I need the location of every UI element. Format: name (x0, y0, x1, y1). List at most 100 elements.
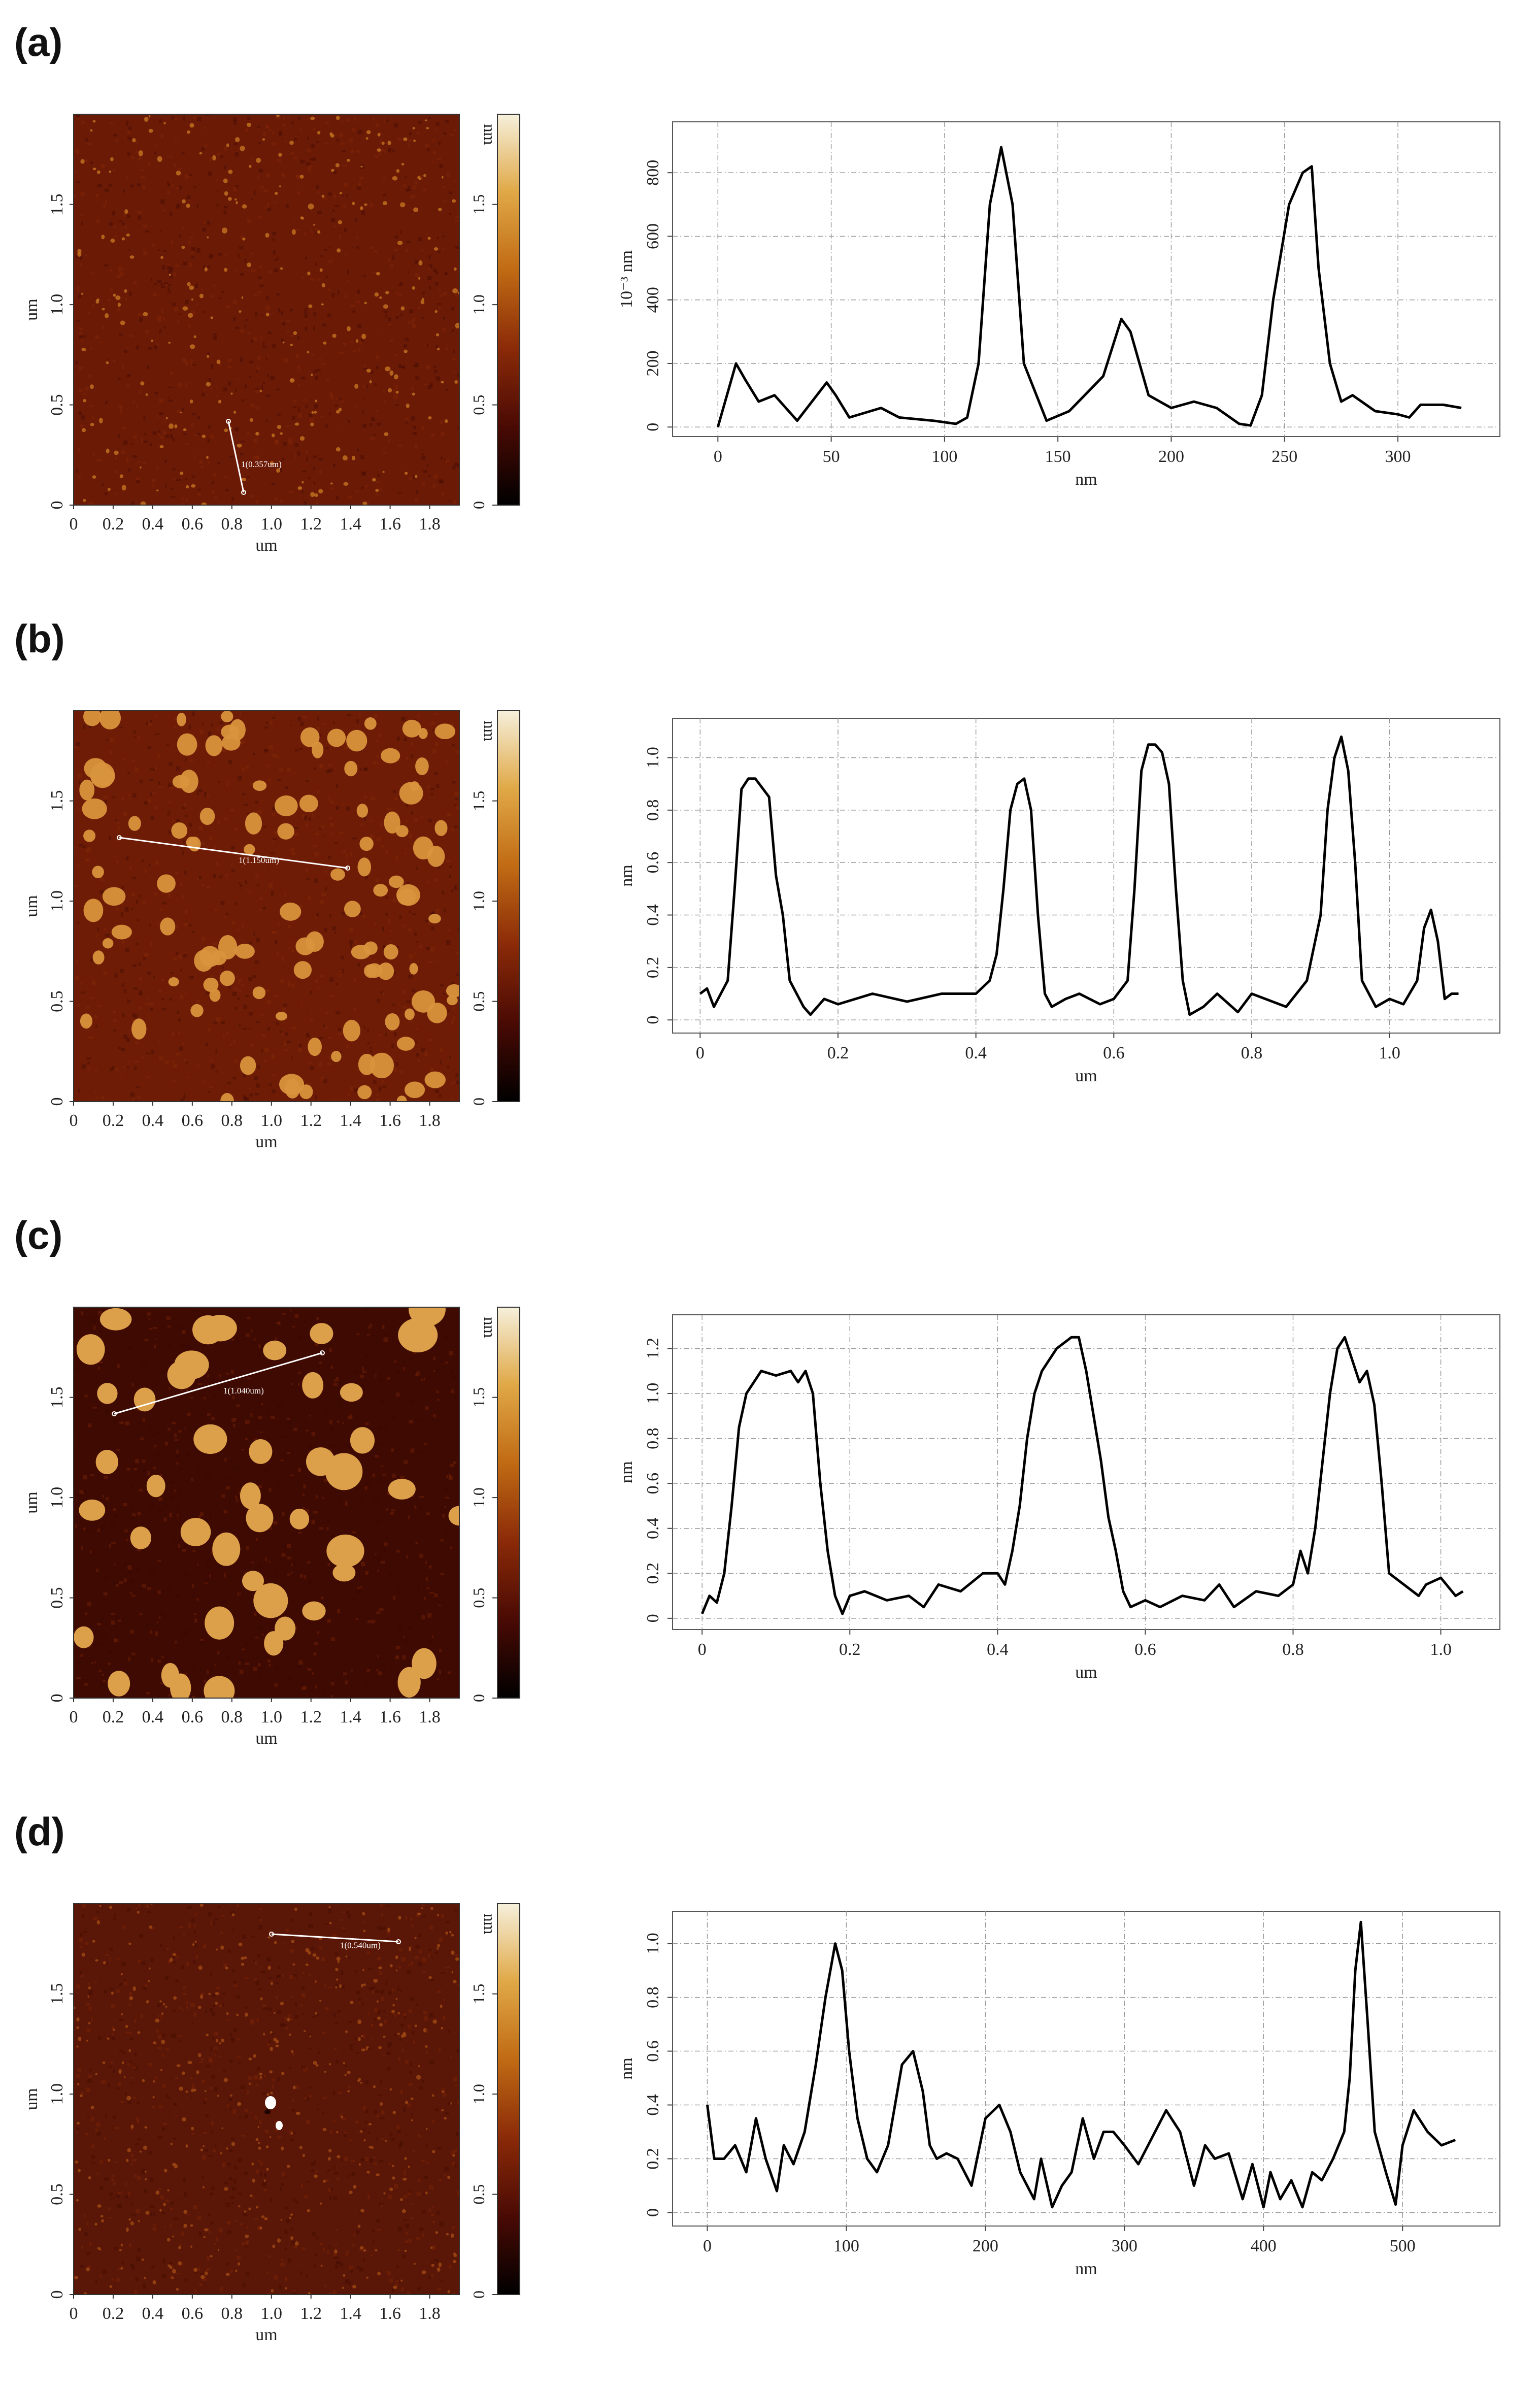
afm-x-tick: 1.6 (379, 1111, 401, 1130)
colorbar (497, 710, 520, 1102)
colorbar (497, 1307, 520, 1699)
y-tick-label: 1.0 (644, 747, 662, 769)
colorbar-tick: 0 (470, 1694, 488, 1702)
afm-y-tick: 1.5 (48, 193, 66, 215)
afm-x-label: um (255, 536, 277, 555)
afm-x-tick: 1.8 (419, 1708, 441, 1726)
x-axis-label: um (1075, 1067, 1097, 1085)
profile-line (227, 421, 245, 493)
afm-y-label: um (22, 298, 41, 320)
x-tick-label: 0 (703, 2237, 712, 2255)
profile-line-label: 1(1.040um) (223, 1386, 264, 1396)
colorbar-unit: nm (481, 124, 499, 145)
afm-x-tick: 0.6 (182, 515, 204, 534)
y-tick-label: 0.2 (644, 1563, 662, 1584)
profile-chart: 0 100 200 300 400 500 0 0.2 0.4 0.6 0.8 1.0 nm nm (617, 1911, 1500, 2278)
y-tick-label: 0.8 (644, 800, 662, 821)
plot-frame (672, 1314, 1500, 1630)
y-axis-label: nm (617, 865, 636, 886)
panel-label: (c) (14, 1213, 62, 1257)
profile-chart: 0 0.2 0.4 0.6 0.8 1.0 0 0.2 0.4 0.6 0.8 1.0 1.2 um nm (617, 1314, 1500, 1682)
afm-x-tick: 0.2 (103, 515, 124, 534)
colorbar-unit: nm (481, 1914, 499, 1935)
afm-x-tick: 0.2 (103, 2304, 124, 2323)
x-tick-label: 500 (1390, 2237, 1416, 2255)
y-tick-label: 1.0 (644, 1933, 662, 1954)
profile-line (114, 1352, 323, 1415)
y-tick-label: 0.8 (644, 1986, 662, 2008)
afm-y-tick: 0.5 (48, 990, 66, 1012)
afm-x-tick: 0 (70, 2304, 78, 2323)
afm-y-tick: 1.0 (48, 1487, 66, 1509)
afm-x-tick: 0 (70, 1708, 78, 1726)
colorbar-tick: 1.5 (470, 1984, 488, 2004)
profile-chart: 0 0.2 0.4 0.6 0.8 1.0 0 0.2 0.4 0.6 0.8 1.0 um nm (617, 718, 1500, 1085)
y-tick-label: 0.2 (644, 2148, 662, 2170)
colorbar-tick: 0.5 (470, 395, 488, 415)
x-tick-label: 400 (1251, 2237, 1277, 2255)
x-tick-label: 0.6 (1103, 1044, 1125, 1062)
profile-line (271, 1933, 399, 1943)
x-tick-label: 200 (1158, 447, 1184, 466)
colorbar (497, 1903, 520, 2295)
afm-y-tick: 0.5 (48, 394, 66, 416)
y-tick-label: 0.6 (644, 2040, 662, 2062)
y-tick-label: 200 (644, 350, 662, 376)
y-tick-label: 0.2 (644, 957, 662, 979)
x-tick-label: 0.6 (1134, 1640, 1156, 1659)
x-tick-label: 100 (833, 2237, 859, 2255)
afm-y-tick: 0 (48, 1694, 66, 1703)
plot-frame (672, 1911, 1500, 2227)
afm-y-tick: 1.0 (48, 294, 66, 316)
x-tick-label: 1.0 (1379, 1044, 1400, 1062)
afm-x-tick: 0 (70, 1111, 78, 1130)
x-tick-label: 0 (698, 1640, 707, 1659)
afm-y-tick: 0 (48, 2290, 66, 2299)
afm-x-tick: 0.8 (221, 1111, 243, 1130)
afm-x-tick: 0.6 (182, 1708, 204, 1726)
x-axis-label: um (1075, 1663, 1097, 1682)
colorbar-tick: 1.0 (470, 1487, 488, 1508)
afm-y-tick: 0 (48, 501, 66, 510)
afm-x-tick: 1.0 (260, 515, 282, 534)
y-tick-label: 0 (644, 1016, 662, 1024)
y-tick-label: 600 (644, 223, 662, 249)
colorbar-tick: 1.5 (470, 791, 488, 811)
panel-c: (c) 1(1.040um) 0 0.2 0.4 0.6 0.8 1.0 1.2 1.4 1.6 1.… (14, 1213, 1500, 1748)
afm-y-tick: 0 (48, 1098, 66, 1106)
y-tick-label: 1.2 (644, 1338, 662, 1359)
profile-line (119, 837, 348, 869)
afm-x-tick: 0.2 (103, 1111, 124, 1130)
y-tick-label: 0 (644, 423, 662, 431)
y-tick-label: 1.0 (644, 1383, 662, 1405)
panel-a: (a) 1(0.357um) 0 0.2 0.4 0.6 0.8 1.0 1.2 1.4 1.6 1.… (14, 20, 1500, 555)
afm-y-tick: 1.5 (48, 1386, 66, 1408)
afm-x-tick: 1.6 (379, 515, 401, 534)
afm-x-tick: 1.4 (340, 1708, 361, 1726)
panel-label: (b) (14, 616, 65, 661)
y-tick-label: 800 (644, 160, 662, 186)
colorbar (497, 114, 520, 506)
x-tick-label: 300 (1385, 447, 1411, 466)
afm-x-tick: 1.2 (300, 2304, 322, 2323)
afm-y-tick: 1.0 (48, 890, 66, 912)
y-tick-label: 0.6 (644, 1473, 662, 1495)
colorbar-tick: 0 (470, 2290, 488, 2299)
plot-frame (672, 121, 1500, 437)
afm-x-tick: 0.4 (142, 515, 164, 534)
afm-y-label: um (22, 895, 41, 917)
afm-x-tick: 1.4 (340, 1111, 361, 1130)
profile-line-label: 1(0.357um) (241, 459, 282, 469)
afm-y-label: um (22, 1491, 41, 1513)
afm-x-tick: 1.2 (300, 1708, 322, 1726)
afm-x-tick: 0.6 (182, 1111, 204, 1130)
y-tick-label: 0.4 (644, 1517, 662, 1539)
plot-frame (672, 718, 1500, 1034)
colorbar-tick: 0.5 (470, 1588, 488, 1608)
afm-x-tick: 1.2 (300, 1111, 322, 1130)
afm-x-tick: 1.8 (419, 2304, 441, 2323)
height-profile-line (716, 146, 1462, 427)
y-tick-label: 0.8 (644, 1427, 662, 1449)
panel-d: (d) 1(0.540um) 0 0.2 0.4 0.6 0.8 1.0 1.2 1.4 1.6 1.… (14, 1809, 1500, 2344)
